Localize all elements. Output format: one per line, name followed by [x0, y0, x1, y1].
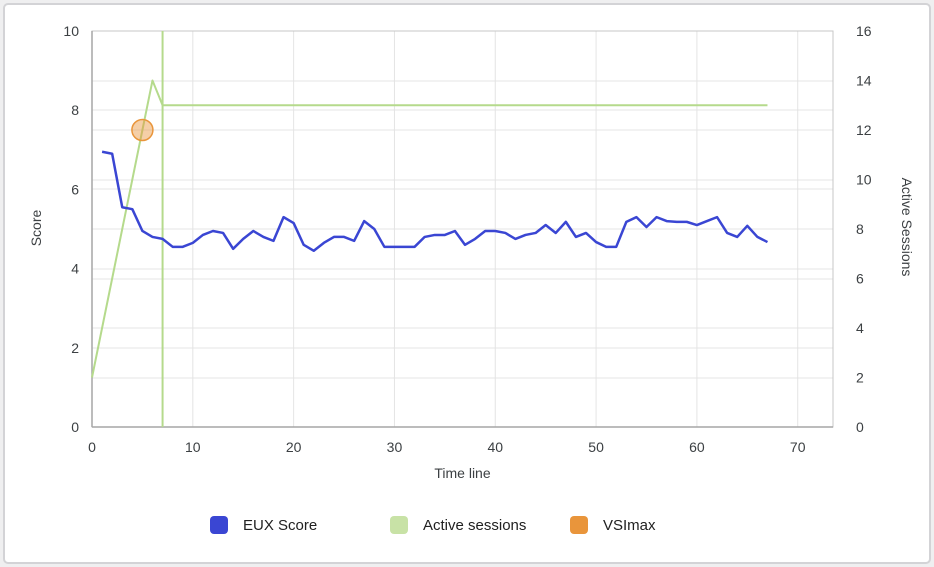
legend-label: VSImax: [603, 516, 656, 534]
legend-label: Active sessions: [423, 516, 527, 534]
eux-score-swatch: [210, 516, 228, 534]
vsimax-swatch: [570, 516, 588, 534]
legend-label: EUX Score: [243, 516, 318, 534]
right-y-tick-label: 0: [856, 419, 864, 435]
right-y-tick-label: 4: [856, 320, 864, 336]
x-tick-label: 10: [185, 439, 201, 455]
chart-card: [3, 3, 931, 564]
legend: EUX Score Active sessions VSImax: [210, 516, 656, 534]
x-tick-label: 70: [790, 439, 806, 455]
right-y-tick-label: 6: [856, 271, 864, 287]
eux-score-line: [101, 150, 769, 253]
left-y-tick-label: 4: [71, 261, 79, 277]
x-tick-label: 30: [387, 439, 403, 455]
left-y-tick-label: 8: [71, 102, 79, 118]
right-y-tick-label: 16: [856, 23, 872, 39]
vsimax-point: [131, 118, 154, 142]
x-tick-label: 50: [588, 439, 604, 455]
right-y-tick-label: 14: [856, 73, 872, 89]
x-axis-title: Time line: [434, 465, 491, 481]
left-y-tick-label: 2: [71, 340, 79, 356]
active-sessions-swatch: [390, 516, 408, 534]
left-y-axis-title: Score: [28, 209, 44, 247]
left-y-tick-label: 0: [71, 419, 79, 435]
right-y-tick-label: 10: [856, 172, 872, 188]
right-y-tick-label: 2: [856, 370, 864, 386]
x-tick-label: 40: [487, 439, 503, 455]
right-y-tick-label: 8: [856, 221, 864, 237]
active-sessions-line: [91, 79, 768, 378]
right-y-tick-label: 12: [856, 122, 872, 138]
x-tick-label: 60: [689, 439, 705, 455]
x-tick-label: 20: [286, 439, 302, 455]
legend-item-eux-score: EUX Score: [210, 516, 390, 534]
legend-item-active-sessions: Active sessions: [390, 516, 570, 534]
x-tick-label: 0: [88, 439, 96, 455]
right-y-axis-title: Active Sessions: [899, 177, 915, 277]
left-y-tick-label: 10: [63, 23, 79, 39]
legend-item-vsimax: VSImax: [570, 516, 656, 534]
left-y-tick-label: 6: [71, 181, 79, 197]
